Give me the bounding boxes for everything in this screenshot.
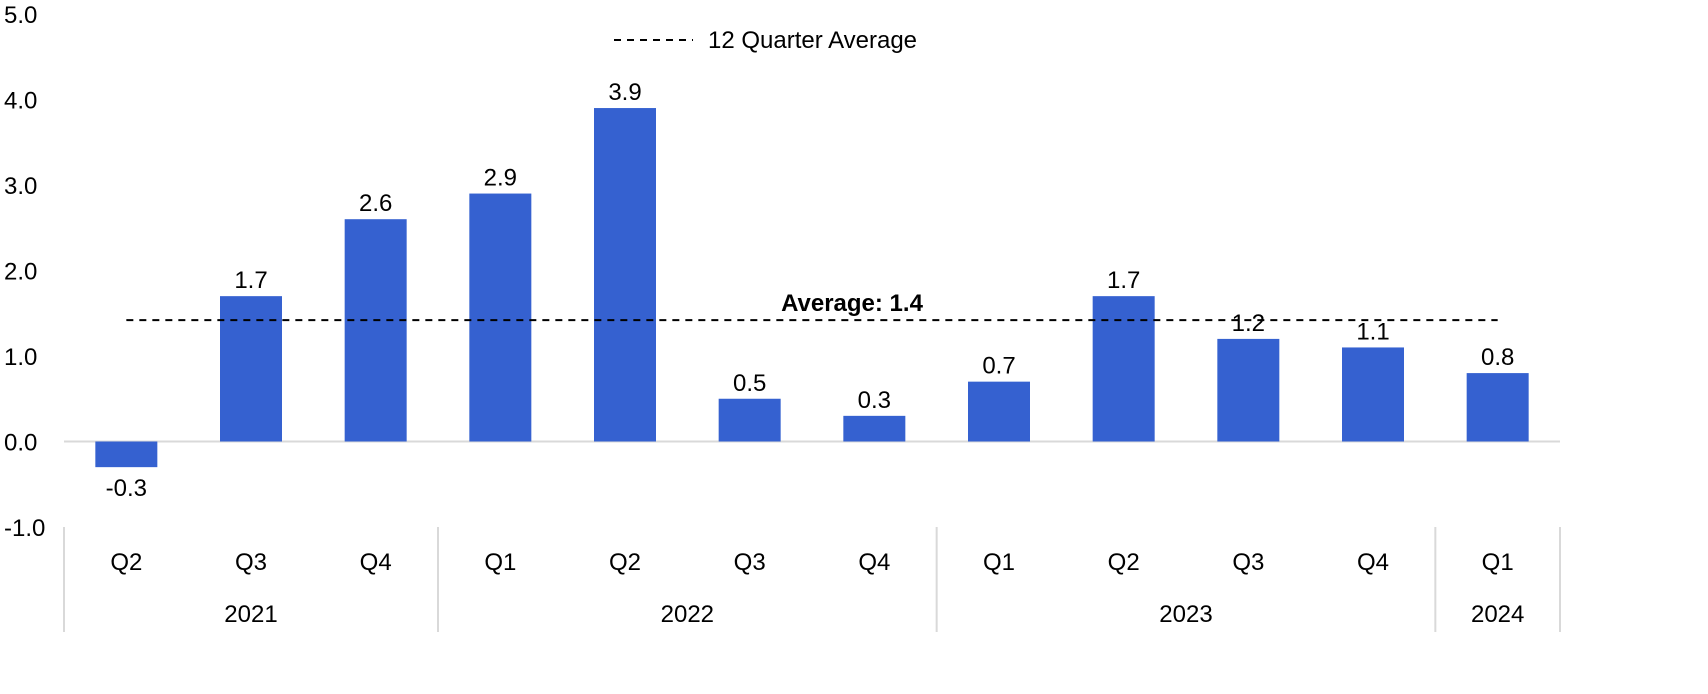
year-label: 2024 bbox=[1471, 601, 1524, 628]
bar bbox=[344, 219, 407, 442]
data-label: 0.7 bbox=[982, 353, 1015, 380]
x-axis: Q2 Q3 Q4 Q1 Q2 Q3 Q4 Q1 Q2 Q3 Q4 Q1 2021 2022 2023 2024 bbox=[63, 527, 1561, 632]
bars bbox=[95, 108, 1529, 468]
y-tick-label: 1.0 bbox=[4, 344, 37, 371]
y-tick-label: 3.0 bbox=[4, 173, 37, 200]
year-label: 2021 bbox=[224, 601, 277, 628]
y-tick-label: 2.0 bbox=[4, 259, 37, 286]
y-tick-label: 5.0 bbox=[4, 2, 37, 29]
y-tick-label: -1.0 bbox=[4, 515, 45, 542]
x-tick-label: Q1 bbox=[1482, 549, 1514, 576]
bar bbox=[843, 415, 906, 442]
x-tick-label: Q4 bbox=[1357, 549, 1389, 576]
data-label: -0.3 bbox=[106, 475, 147, 502]
bar bbox=[594, 108, 656, 442]
x-tick-label: Q3 bbox=[734, 549, 766, 576]
average-line-group: Average: 1.4 bbox=[126, 290, 1498, 322]
data-label: 0.8 bbox=[1481, 344, 1514, 371]
data-label: 3.9 bbox=[608, 79, 641, 106]
bar bbox=[968, 381, 1030, 442]
x-tick-label: Q2 bbox=[609, 549, 641, 576]
data-label: 0.3 bbox=[858, 387, 891, 414]
data-label: 1.7 bbox=[1107, 267, 1140, 294]
y-axis: -1.0 0.0 1.0 2.0 3.0 4.0 5.0 bbox=[4, 2, 1560, 542]
data-label: 1.1 bbox=[1356, 318, 1389, 345]
average-label: Average: 1.4 bbox=[781, 290, 924, 317]
legend: 12 Quarter Average bbox=[614, 27, 917, 54]
bar bbox=[718, 398, 781, 442]
bar bbox=[220, 296, 282, 442]
x-tick-label: Q4 bbox=[360, 549, 392, 576]
year-label: 2023 bbox=[1159, 601, 1212, 628]
data-label: 1.7 bbox=[234, 267, 267, 294]
bar bbox=[1092, 296, 1155, 442]
data-label: 0.5 bbox=[733, 370, 766, 397]
data-label: 2.9 bbox=[484, 165, 517, 192]
x-tick-label: Q3 bbox=[1232, 549, 1264, 576]
y-tick-label: 4.0 bbox=[4, 88, 37, 115]
data-label: 2.6 bbox=[359, 190, 392, 217]
bar bbox=[1342, 347, 1404, 442]
x-tick-label: Q1 bbox=[983, 549, 1015, 576]
x-tick-label: Q4 bbox=[858, 549, 890, 576]
year-label: 2022 bbox=[661, 601, 714, 628]
x-tick-label: Q1 bbox=[484, 549, 516, 576]
data-labels: -0.3 1.7 2.6 2.9 3.9 0.5 0.3 0.7 1.7 1.2 1.1 0.8 bbox=[106, 79, 1515, 502]
data-label: 1.2 bbox=[1232, 310, 1265, 337]
x-tick-label: Q2 bbox=[110, 549, 142, 576]
bar bbox=[95, 441, 158, 468]
bar bbox=[469, 193, 532, 442]
bar bbox=[1466, 373, 1529, 442]
x-tick-label: Q2 bbox=[1108, 549, 1140, 576]
y-tick-label: 0.0 bbox=[4, 430, 37, 457]
legend-entry-12-quarter-average: 12 Quarter Average bbox=[708, 27, 917, 54]
x-tick-label: Q3 bbox=[235, 549, 267, 576]
bar bbox=[1217, 338, 1280, 442]
